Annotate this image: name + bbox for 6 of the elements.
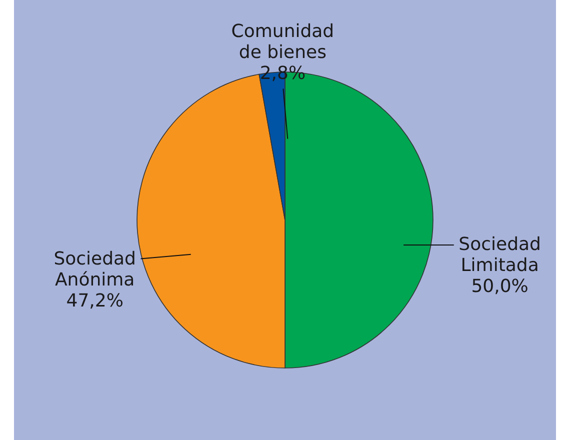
slice-label: Sociedad Anónima: [54, 248, 136, 290]
data-label: 47,2%: [66, 290, 124, 312]
slice-label: Comunidad de bienes: [231, 20, 334, 63]
data-label: 50,0%: [471, 276, 528, 297]
slice-label: Sociedad Limitada: [458, 234, 541, 276]
data-label: 2,8%: [260, 62, 306, 84]
